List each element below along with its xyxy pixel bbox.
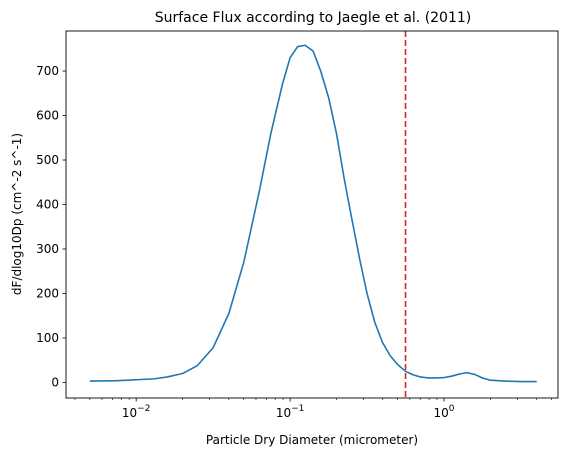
- plot-area: [66, 31, 558, 398]
- y-tick-label: 700: [36, 64, 59, 78]
- plot-frame: [65, 30, 559, 399]
- y-axis-label: dF/dlog10Dp (cm^-2 s^-1): [10, 133, 24, 295]
- ticks-layer: 0 100 200 300 400 500 600 700 10−2 10−1 100: [36, 64, 552, 420]
- y-tick-label: 600: [36, 109, 59, 123]
- y-tick-label: 200: [36, 286, 59, 300]
- y-tick-label: 500: [36, 153, 59, 167]
- data-layer: [89, 31, 537, 398]
- y-tick-label: 400: [36, 197, 59, 211]
- series-line: [89, 44, 537, 383]
- y-tick-label: 100: [36, 331, 59, 345]
- y-tick-label: 300: [36, 242, 59, 256]
- y-tick-label: 0: [51, 375, 59, 389]
- x-axis-label: Particle Dry Diameter (micrometer): [206, 433, 418, 447]
- x-tick-label: 10−2: [122, 404, 151, 420]
- x-tick-label: 100: [434, 404, 455, 420]
- chart-title: Surface Flux according to Jaegle et al. …: [155, 10, 472, 26]
- x-tick-label: 10−1: [276, 404, 305, 420]
